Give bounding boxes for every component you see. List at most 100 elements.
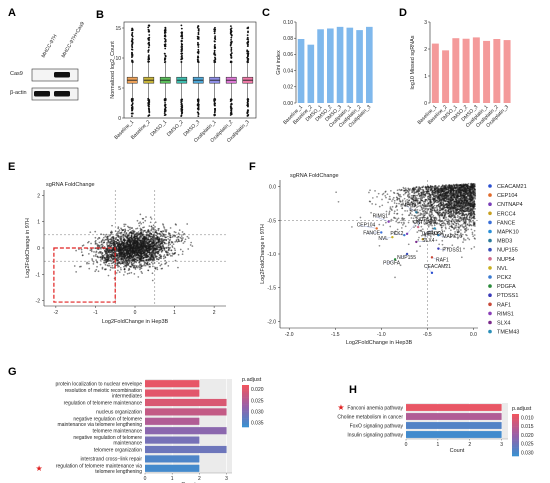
scatter-point <box>118 271 121 273</box>
scatter-point <box>134 264 136 267</box>
scatter-point <box>433 193 436 196</box>
scatter-point <box>173 230 176 233</box>
outlier-point <box>181 40 183 42</box>
scatter-point <box>151 237 153 240</box>
scatter-point <box>136 246 139 248</box>
scatter-point <box>133 230 136 233</box>
scatter-point <box>427 225 430 228</box>
scatter-point <box>125 252 128 255</box>
scatter-point <box>454 225 456 227</box>
y-tick-label: 10 <box>115 56 121 62</box>
outlier-point <box>196 43 199 46</box>
bar-oxaliplatin_2 <box>493 39 501 103</box>
scatter-point <box>158 240 160 243</box>
scatter-point <box>103 254 106 256</box>
scatter-point <box>351 226 353 228</box>
scatter-point <box>142 248 145 251</box>
scatter-point <box>399 264 402 267</box>
scatter-point <box>163 254 166 256</box>
scatter-point <box>128 252 131 255</box>
scatter-point <box>160 251 163 253</box>
outlier-point <box>197 41 199 44</box>
scatter-point <box>153 248 156 250</box>
scatter-point <box>116 245 119 248</box>
scatter-point <box>139 264 141 267</box>
x-tick-label: 1 <box>173 310 176 316</box>
scatter-point <box>128 272 131 275</box>
scatter-point <box>423 223 426 225</box>
scatter-point <box>404 200 407 202</box>
scatter-point <box>95 259 98 261</box>
scatter-point <box>101 267 104 270</box>
scatter-point <box>150 235 152 238</box>
scatter-point <box>177 253 180 256</box>
scatter-point <box>407 214 410 217</box>
chart-title: sgRNA FoldChange <box>46 182 95 188</box>
scatter-point <box>142 226 144 229</box>
scatter-point <box>120 252 122 254</box>
scatter-point <box>94 255 97 257</box>
scatter-point <box>162 233 164 236</box>
scatter-point <box>117 269 119 272</box>
outlier-point <box>131 102 134 105</box>
scatter-point <box>454 221 456 224</box>
scatter-point <box>144 219 147 222</box>
scatter-point <box>466 210 469 213</box>
scatter-point <box>158 249 161 252</box>
scatter-point <box>117 254 119 257</box>
scatter-point <box>135 254 138 256</box>
scatter-point <box>142 230 145 232</box>
outlier-point <box>213 30 216 33</box>
outlier-point <box>147 51 150 53</box>
scatter-point <box>125 265 128 268</box>
scatter-point <box>466 215 469 217</box>
scatter-point <box>183 232 186 235</box>
scatter-point <box>167 238 170 240</box>
scatter-point <box>150 218 153 220</box>
scatter-point <box>97 270 100 273</box>
outlier-point <box>246 36 249 39</box>
scatter-point <box>164 256 167 258</box>
scatter-point <box>138 224 141 227</box>
outlier-point <box>246 55 249 58</box>
scatter-point <box>130 271 133 274</box>
scatter-point <box>112 237 114 240</box>
outlier-point <box>213 37 216 40</box>
scatter-point <box>106 243 108 246</box>
scatter-point <box>157 228 160 230</box>
scatter-point <box>128 267 130 270</box>
bar-baseline_2 <box>307 44 315 103</box>
scatter-point <box>160 247 163 249</box>
scatter-point <box>152 256 154 259</box>
scatter-point <box>117 244 120 247</box>
scatter-point <box>147 247 150 249</box>
scatter-point <box>401 217 404 219</box>
scatter-point <box>396 228 399 231</box>
scatter-point <box>89 231 92 234</box>
scatter-point <box>127 225 129 228</box>
scatter-point <box>118 254 121 257</box>
scatter-point <box>438 218 441 220</box>
outlier-point <box>180 52 183 55</box>
scatter-point <box>435 211 438 213</box>
outlier-point <box>180 61 183 63</box>
scatter-point <box>163 247 166 249</box>
scatter-point <box>140 248 142 251</box>
scatter-point <box>158 254 161 257</box>
scatter-point <box>139 213 142 216</box>
scatter-point <box>95 268 98 271</box>
scatter-point <box>107 254 110 256</box>
scatter-point <box>123 265 125 268</box>
scatter-point <box>453 214 456 217</box>
scatter-point <box>468 216 471 219</box>
scatter-point <box>115 240 118 243</box>
scatter-point <box>461 233 464 236</box>
scatter-point <box>425 188 428 191</box>
scatter-point <box>468 221 471 224</box>
bar-oxaliplatin_1 <box>483 40 491 103</box>
scatter-point <box>89 249 92 252</box>
outlier-point <box>180 58 183 61</box>
scatter-point <box>420 221 423 224</box>
scatter-point <box>431 186 434 188</box>
scatter-point <box>140 252 143 254</box>
